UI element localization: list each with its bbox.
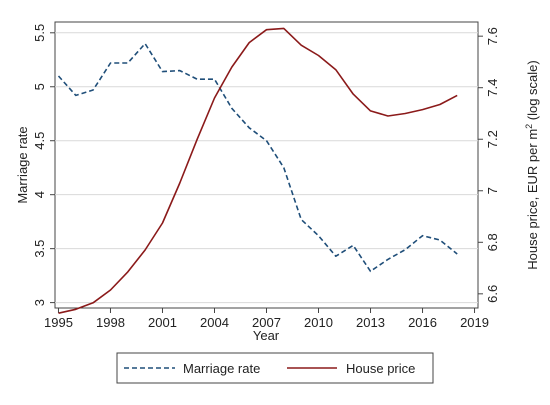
left-tick-label-1: 3.5 (32, 240, 47, 258)
x-tick-label-2: 2001 (148, 315, 177, 330)
plot-area (54, 21, 479, 309)
x-tick-label-7: 2016 (408, 315, 437, 330)
right-tick-label-2: 7 (485, 187, 500, 194)
left-tick-label-0: 3 (32, 299, 47, 306)
left-axis-title: Marriage rate (15, 126, 30, 203)
series-lines (57, 27, 458, 314)
x-axis-ticks: 1995 1998 2001 2004 2007 2010 2013 2016 2019 (44, 308, 489, 330)
x-tick-label-0: 1995 (44, 315, 73, 330)
x-tick-label-6: 2013 (356, 315, 385, 330)
x-tick-label-5: 2010 (304, 315, 333, 330)
right-tick-label-4: 7.4 (485, 79, 500, 97)
left-axis-ticks: 3 3.5 4 4.5 5 5.5 (32, 24, 55, 306)
x-tick-label-1: 1998 (96, 315, 125, 330)
left-tick-label-2: 4 (32, 191, 47, 198)
right-axis-title-superscript: 2 (524, 124, 534, 129)
series-line-house-price (58, 27, 458, 314)
left-tick-label-5: 5.5 (32, 24, 47, 42)
legend-house-price-label: House price (346, 361, 415, 376)
left-tick-label-3: 4.5 (32, 132, 47, 150)
legend: Marriage rate House price (116, 352, 434, 384)
right-axis-title-main: House price, EUR per m (525, 129, 540, 270)
legend-box (116, 352, 434, 384)
legend-marriage-rate-label: Marriage rate (183, 361, 260, 376)
right-tick-label-5: 7.6 (485, 27, 500, 45)
x-tick-label-3: 2004 (200, 315, 229, 330)
x-tick-label-8: 2019 (460, 315, 489, 330)
right-tick-label-3: 7.2 (485, 130, 500, 148)
right-tick-label-1: 6.8 (485, 233, 500, 251)
x-tick-label-4: 2007 (252, 315, 281, 330)
x-axis-title: Year (253, 328, 280, 343)
right-tick-label-0: 6.6 (485, 285, 500, 303)
right-axis-ticks: 6.6 6.8 7 7.2 7.4 7.6 (478, 27, 500, 303)
series-line-marriage-rate (57, 42, 458, 273)
left-tick-label-4: 5 (32, 83, 47, 90)
right-axis-title-suffix: (log scale) (525, 60, 540, 124)
right-axis-title: House price, EUR per m2 (log scale) (524, 60, 540, 269)
